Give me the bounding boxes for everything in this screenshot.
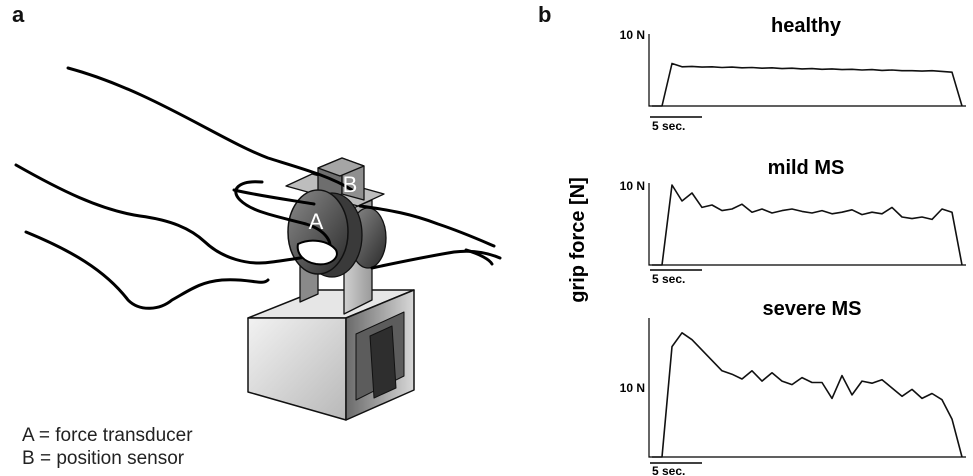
- grip-force-trace: [652, 331, 963, 458]
- grip-force-trace: [652, 62, 963, 107]
- y-axis: [648, 34, 966, 107]
- legend-position-sensor: B = position sensor: [22, 448, 185, 469]
- thumb-tip-contour: [464, 248, 494, 266]
- chart-healthy: healthy 10 N 5 sec.: [620, 15, 966, 133]
- device-base-flap: [369, 325, 397, 399]
- chart-title: healthy: [771, 15, 842, 37]
- grip-force-trace: [652, 184, 963, 266]
- fingertip: [296, 239, 338, 266]
- hand-palm-contour: [14, 163, 332, 265]
- panel-b-label: b: [538, 2, 552, 27]
- chart-severe-ms: severe MS 10 N 5 sec.: [620, 298, 966, 476]
- y-tick-label: 10 N: [620, 179, 645, 193]
- panel-a-label: a: [12, 2, 25, 27]
- chart-mild-ms: mild MS 10 N 5 sec.: [620, 157, 966, 286]
- y-axis: [648, 183, 966, 266]
- y-tick-label: 10 N: [620, 381, 645, 395]
- hand-lower-contour: [24, 230, 270, 310]
- position-sensor-label: B: [343, 172, 358, 197]
- legend-force-transducer: A = force transducer: [22, 425, 193, 446]
- time-scale-label: 5 sec.: [652, 119, 685, 133]
- chart-title: mild MS: [768, 157, 845, 179]
- force-transducer-label: A: [309, 209, 324, 234]
- time-scale-label: 5 sec.: [652, 272, 685, 286]
- position-sensor-top: [317, 157, 365, 177]
- thumb-lower-contour: [370, 249, 502, 270]
- thumb-contour: [358, 204, 496, 248]
- hand-outline: [14, 66, 502, 310]
- y-tick-label: 10 N: [620, 28, 645, 42]
- y-axis-label: grip force [N]: [567, 177, 589, 303]
- hand-top-contour: [66, 66, 354, 192]
- finger-contour: [232, 188, 316, 206]
- chart-title: severe MS: [763, 298, 862, 320]
- device-base-front: [247, 317, 347, 421]
- y-axis: [648, 318, 966, 458]
- time-scale-label: 5 sec.: [652, 464, 685, 476]
